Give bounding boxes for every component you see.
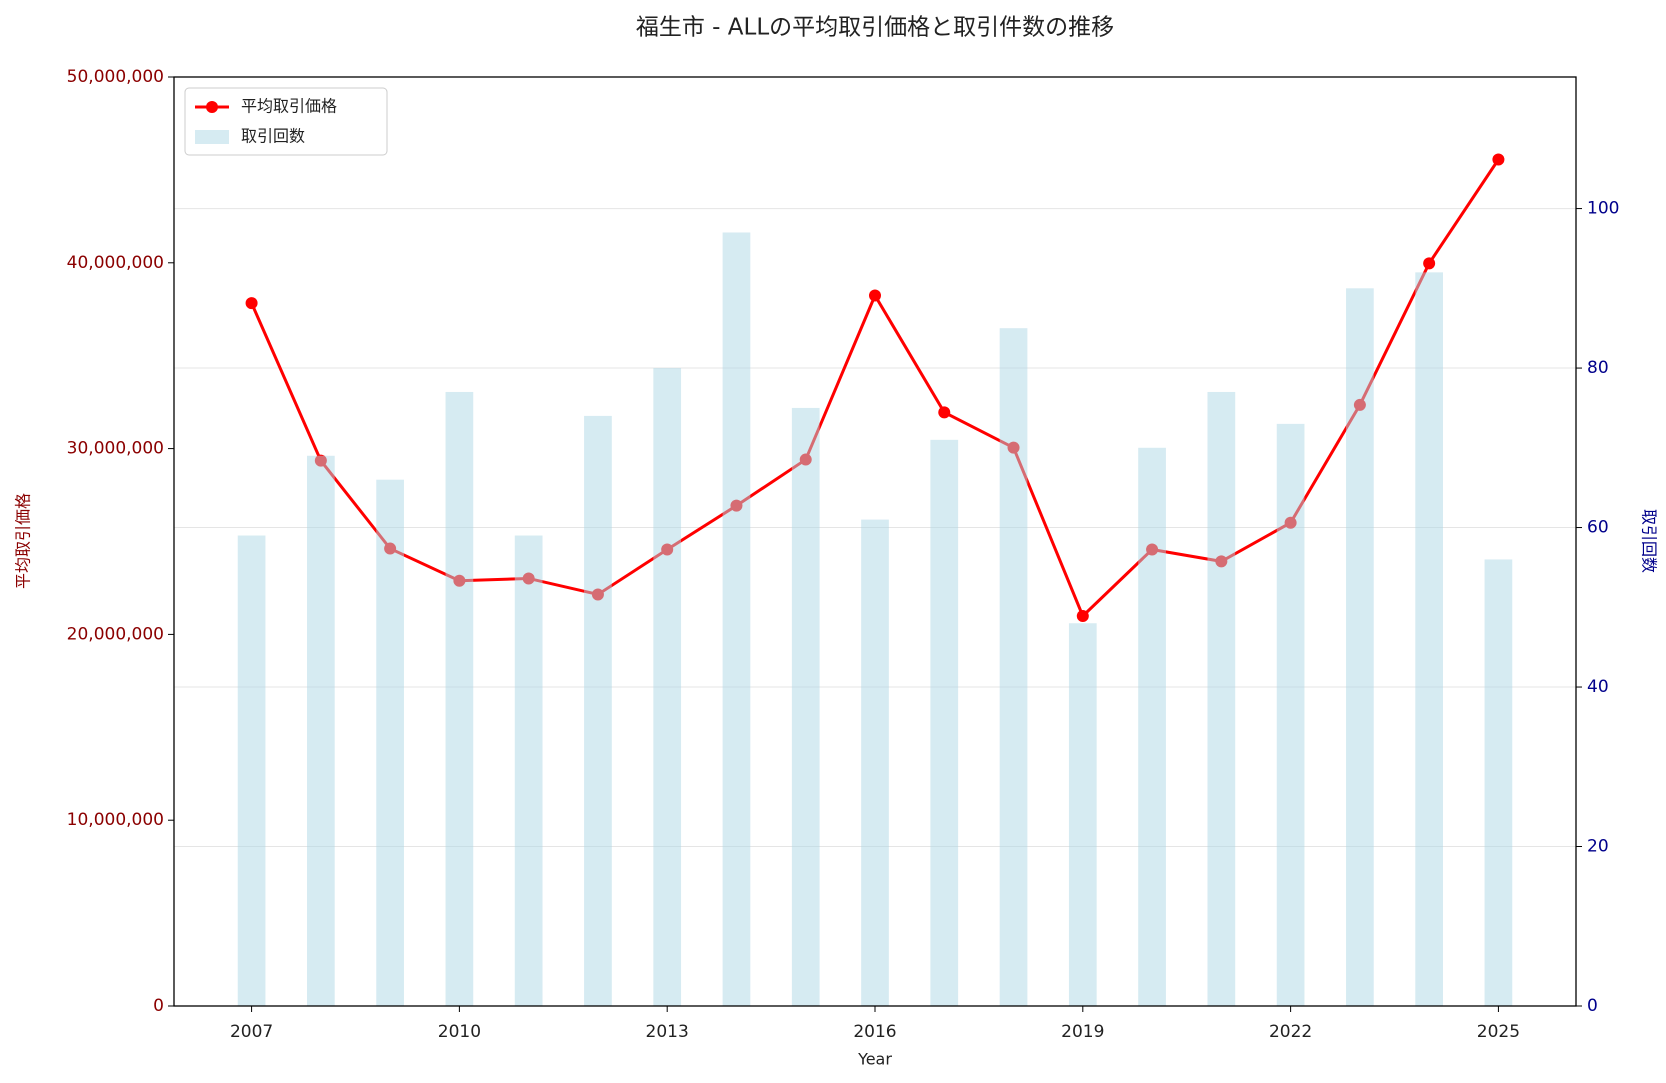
legend-marker: [206, 101, 218, 113]
x-tick-label: 2013: [646, 1022, 689, 1042]
y-tick-label: 20,000,000: [67, 624, 164, 644]
price-marker: [1076, 610, 1089, 623]
y-tick-label: 50,000,000: [67, 67, 164, 87]
count-bar: [930, 439, 959, 1006]
y2-tick-label: 100: [1587, 199, 1619, 219]
x-axis-label: Year: [857, 1050, 892, 1069]
price-marker: [1423, 257, 1436, 270]
count-bar: [1484, 559, 1513, 1006]
count-bar: [1276, 423, 1305, 1006]
legend-box: [184, 87, 388, 156]
x-tick-label: 2016: [853, 1022, 896, 1042]
y-tick-label: 0: [153, 996, 164, 1016]
count-bar: [237, 535, 266, 1006]
count-bar: [791, 407, 820, 1006]
y-tick-label: 40,000,000: [67, 253, 164, 273]
price-marker: [245, 297, 258, 310]
y-axis-label: 平均取引価格: [14, 493, 33, 589]
price-marker: [938, 406, 951, 419]
x-tick-label: 2010: [438, 1022, 481, 1042]
chart-title: 福生市 - ALLの平均取引価格と取引件数の推移: [636, 15, 1114, 41]
legend-swatch: [195, 130, 229, 144]
y2-tick-label: 20: [1587, 837, 1609, 857]
x-tick-label: 2025: [1477, 1022, 1520, 1042]
plot-frame: [173, 76, 1577, 1007]
x-tick-label: 2007: [230, 1022, 273, 1042]
y2-tick-label: 40: [1587, 677, 1609, 697]
y-tick-label: 10,000,000: [67, 810, 164, 830]
y2-tick-label: 60: [1587, 518, 1609, 538]
count-bar: [999, 328, 1028, 1006]
count-bar: [514, 535, 543, 1006]
count-bar: [861, 519, 889, 1006]
count-bar: [584, 415, 612, 1006]
price-marker: [1492, 153, 1505, 166]
count-bar: [722, 232, 751, 1006]
y2-tick-label: 80: [1587, 358, 1609, 378]
count-bar: [1068, 623, 1097, 1006]
count-bar: [1346, 288, 1374, 1006]
y2-tick-label: 0: [1587, 996, 1598, 1016]
count-bar: [1138, 447, 1166, 1006]
count-bar: [1415, 272, 1444, 1006]
legend-label: 取引回数: [241, 127, 305, 146]
count-bar: [445, 391, 474, 1007]
x-tick-label: 2022: [1269, 1022, 1312, 1042]
legend-label: 平均取引価格: [241, 97, 337, 116]
count-bar: [653, 368, 682, 1007]
price-marker: [869, 289, 881, 302]
count-bar: [306, 455, 335, 1006]
count-bar: [376, 479, 404, 1006]
count-bar: [1207, 391, 1236, 1007]
y2-axis-label: 取引回数: [1640, 509, 1659, 573]
y-tick-label: 30,000,000: [67, 439, 164, 459]
x-tick-label: 2019: [1061, 1022, 1104, 1042]
